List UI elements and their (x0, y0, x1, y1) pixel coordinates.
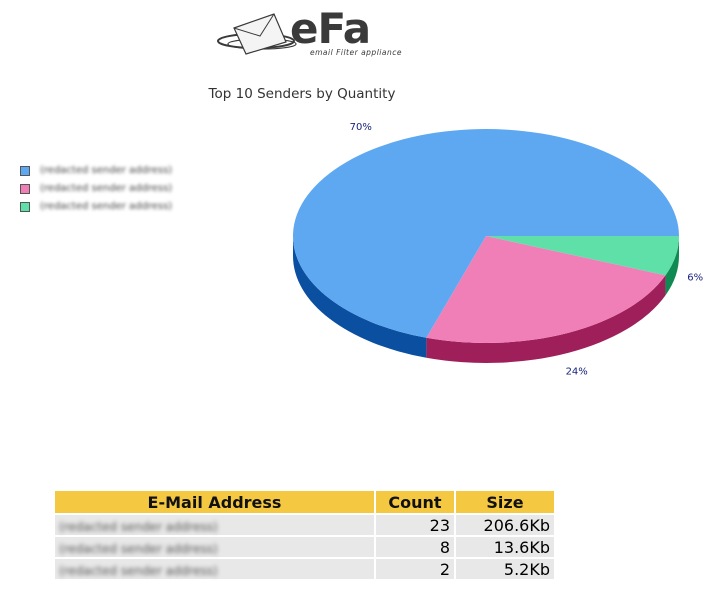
logo-tagline: email Filter appliance (310, 48, 402, 57)
envelope-logo-icon (217, 13, 297, 55)
header-size: Size (456, 491, 554, 513)
pie-slice (292, 128, 679, 338)
table-header-row: E-Mail Address Count Size (55, 491, 554, 513)
efa-logo: eFa email Filter appliance (216, 4, 401, 62)
table-row: (redacted sender address) 8 13.6Kb (55, 535, 554, 557)
table-row: (redacted sender address) 23 206.6Kb (55, 513, 554, 535)
legend-label: (redacted sender address) (40, 183, 173, 194)
pie-slice (426, 236, 666, 343)
chart-title: Top 10 Senders by Quantity (208, 86, 396, 102)
legend-label: (redacted sender address) (40, 201, 173, 212)
pie-percent-label: 6% (687, 273, 703, 284)
sender-address-cell[interactable]: (redacted sender address) (55, 535, 374, 557)
count-cell: 2 (376, 557, 454, 579)
table-row: (redacted sender address) 2 5.2Kb (55, 557, 554, 579)
logo-wordmark: eFa (290, 4, 371, 53)
pie-chart: 6% 24% 70% (292, 122, 703, 378)
size-cell: 206.6Kb (456, 513, 554, 535)
header-count: Count (376, 491, 454, 513)
legend-label: (redacted sender address) (40, 165, 173, 176)
pie-slice-side (426, 275, 666, 363)
senders-table: E-Mail Address Count Size (redacted send… (53, 491, 556, 579)
legend-swatch (20, 184, 30, 194)
size-cell: 13.6Kb (456, 535, 554, 557)
count-cell: 8 (376, 535, 454, 557)
pie-percent-label: 24% (566, 367, 588, 378)
count-cell: 23 (376, 513, 454, 535)
legend-swatch (20, 202, 30, 212)
pie-percent-label: 70% (350, 122, 372, 133)
sender-address-cell[interactable]: (redacted sender address) (55, 513, 374, 535)
pie-slice (486, 236, 679, 276)
size-cell: 5.2Kb (456, 557, 554, 579)
sender-address-cell[interactable]: (redacted sender address) (55, 557, 374, 579)
header-email-address: E-Mail Address (55, 491, 374, 513)
pie-slice-side (665, 236, 679, 296)
legend-swatch (20, 166, 30, 176)
pie-slice-side (293, 236, 427, 358)
